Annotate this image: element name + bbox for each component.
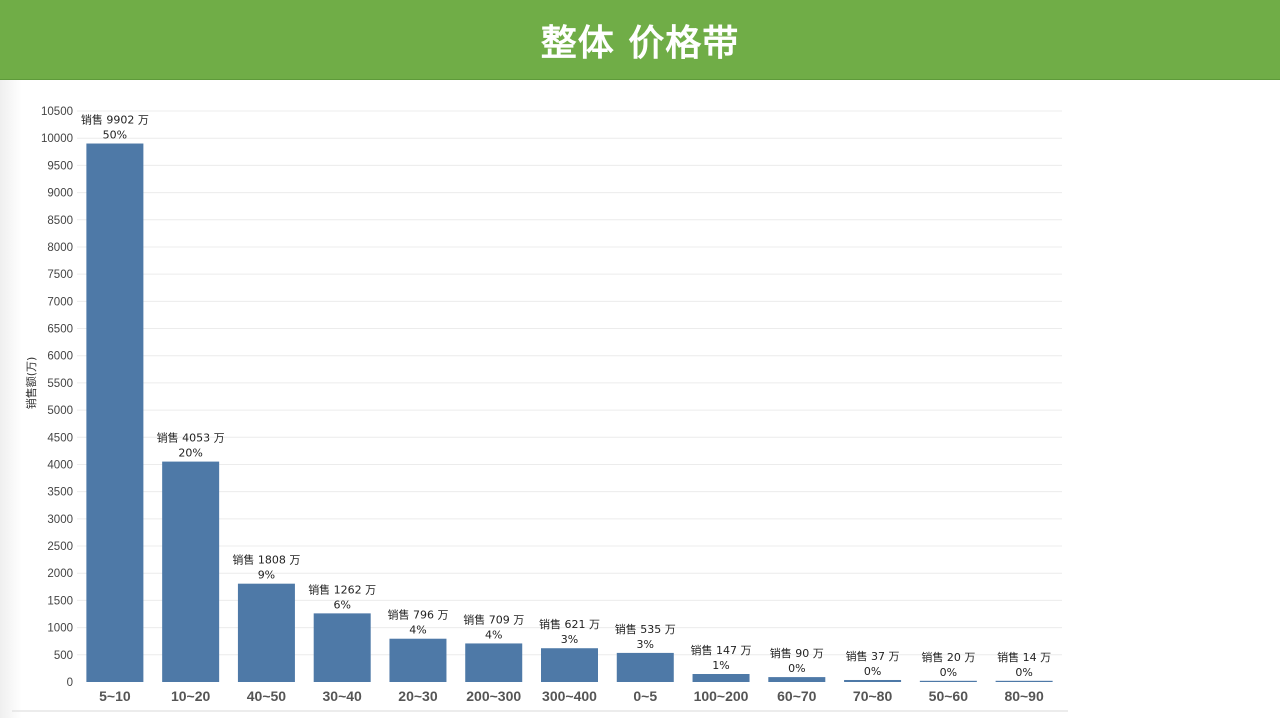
y-tick-label: 5000 xyxy=(47,405,73,417)
x-tick-label: 70~80 xyxy=(853,688,893,704)
bar xyxy=(237,583,295,682)
percent-label: 3% xyxy=(637,638,654,651)
y-tick-label: 500 xyxy=(54,650,73,662)
value-label: 销售 14 万 xyxy=(997,650,1051,664)
x-tick-label: 80~90 xyxy=(1004,688,1044,704)
value-label: 销售 37 万 xyxy=(846,649,900,663)
left-edge-shadow xyxy=(0,80,22,718)
value-label: 销售 1808 万 xyxy=(232,553,300,567)
y-tick-label: 10000 xyxy=(41,133,73,145)
bar xyxy=(389,638,447,682)
x-tick-label: 20~30 xyxy=(398,688,438,704)
percent-label: 20% xyxy=(178,447,202,460)
bar-chart: 0 500 1000 1500 2000 2500 3000 3500 4000 4500 5000… xyxy=(12,106,1068,712)
y-tick-label: 1500 xyxy=(47,595,73,607)
value-label: 销售 621 万 xyxy=(539,617,600,631)
y-tick-label: 0 xyxy=(67,677,73,689)
y-tick-label: 3500 xyxy=(47,487,73,499)
bar xyxy=(86,143,144,683)
x-tick-label: 40~50 xyxy=(247,688,287,704)
percent-label: 6% xyxy=(333,598,350,611)
y-tick-label: 10500 xyxy=(41,106,73,118)
y-tick-label: 3000 xyxy=(47,514,73,526)
y-tick-label: 4500 xyxy=(47,432,73,444)
value-label: 销售 535 万 xyxy=(615,622,676,636)
percent-label: 0% xyxy=(788,662,805,675)
x-tick-label: 30~40 xyxy=(323,688,363,704)
x-tick-label: 0~5 xyxy=(633,688,657,704)
y-tick-label: 4000 xyxy=(47,459,73,471)
x-tick-label: 100~200 xyxy=(694,688,749,704)
y-tick-label: 7500 xyxy=(47,269,73,281)
value-label: 销售 20 万 xyxy=(921,650,975,664)
percent-label: 50% xyxy=(103,129,127,142)
bar xyxy=(844,679,902,682)
y-tick-label: 5500 xyxy=(47,378,73,390)
y-tick-label: 6500 xyxy=(47,324,73,336)
bar xyxy=(541,648,598,682)
y-tick-label: 8500 xyxy=(47,215,73,227)
percent-label: 1% xyxy=(712,659,729,672)
value-label: 销售 796 万 xyxy=(387,608,448,622)
page-title: 整体 价格带 xyxy=(540,22,740,64)
y-tick-label: 9500 xyxy=(47,160,73,172)
percent-label: 0% xyxy=(864,665,881,678)
x-tick-label: 60~70 xyxy=(777,688,817,704)
bar xyxy=(995,680,1053,682)
percent-label: 4% xyxy=(485,628,502,641)
title-banner: 整体 价格带 xyxy=(0,0,1280,80)
bar xyxy=(313,613,371,682)
x-tick-label: 200~300 xyxy=(466,688,521,704)
percent-label: 9% xyxy=(258,569,275,582)
bar xyxy=(616,652,674,682)
percent-label: 4% xyxy=(409,624,426,637)
value-label: 销售 1262 万 xyxy=(308,582,376,596)
percent-label: 0% xyxy=(1015,666,1032,679)
value-label: 销售 147 万 xyxy=(691,643,752,657)
y-axis-label: 销售额(万) xyxy=(24,357,38,410)
bar xyxy=(919,680,977,682)
y-tick-label: 6000 xyxy=(47,351,73,363)
x-tick-label: 50~60 xyxy=(929,688,969,704)
data-labels: 销售 9902 万 50% 销售 4053 万 20% 销售 1808 万 9% 销售 12… xyxy=(81,113,1051,679)
bar xyxy=(692,674,750,682)
percent-label: 3% xyxy=(561,633,578,646)
bar xyxy=(768,677,826,682)
bar xyxy=(465,643,523,682)
bars xyxy=(86,143,1053,683)
value-label: 销售 4053 万 xyxy=(157,431,225,445)
y-tick-label: 2500 xyxy=(47,541,73,553)
percent-label: 0% xyxy=(940,666,957,679)
y-tick-label: 7000 xyxy=(47,296,73,308)
x-tick-label: 300~400 xyxy=(542,688,597,704)
x-tick-label: 10~20 xyxy=(171,688,211,704)
bar xyxy=(162,461,220,682)
value-label: 销售 90 万 xyxy=(770,646,824,660)
y-tick-label: 1000 xyxy=(47,623,73,635)
y-axis-ticks: 0 500 1000 1500 2000 2500 3000 3500 4000 4500 5000… xyxy=(41,106,73,689)
y-tick-label: 2000 xyxy=(47,568,73,580)
x-tick-label: 5~10 xyxy=(99,688,131,704)
value-label: 销售 709 万 xyxy=(463,612,524,626)
y-tick-label: 8000 xyxy=(47,242,73,254)
value-label: 销售 9902 万 xyxy=(81,113,149,127)
x-axis-ticks: 5~10 10~20 40~50 30~40 20~30 200~300 300~400 0~… xyxy=(99,688,1044,704)
grid-lines xyxy=(77,110,1062,656)
y-tick-label: 9000 xyxy=(47,188,73,200)
